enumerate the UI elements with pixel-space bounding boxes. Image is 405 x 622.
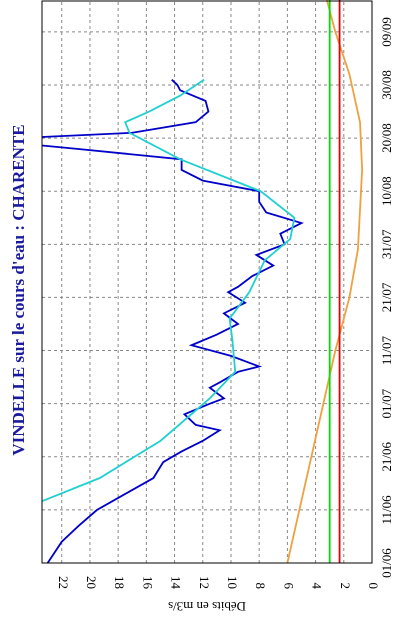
y-tick-label: 12	[197, 576, 212, 589]
x-tick-label: 31/07	[379, 229, 394, 259]
y-tick-label: 0	[366, 583, 381, 590]
y-tick-label: 22	[56, 576, 71, 589]
plot-lines	[42, 0, 364, 563]
x-tick-label: 09/09	[379, 17, 394, 47]
x-tick-label: 10/08	[379, 176, 394, 206]
x-tick-label: 21/06	[379, 441, 394, 471]
x-tick-label: 11/06	[379, 495, 394, 525]
y-tick-label: 18	[112, 576, 127, 589]
plot-frame	[41, 0, 373, 564]
x-tick-label: 30/08	[379, 70, 394, 100]
series-line	[42, 79, 304, 563]
series-line	[286, 0, 364, 563]
y-tick-label: 10	[225, 576, 240, 589]
x-tick-label: 01/07	[379, 388, 394, 418]
y-tick-label: 20	[84, 576, 99, 589]
grid	[42, 0, 373, 564]
y-tick-label: 2	[338, 583, 353, 590]
series-line	[42, 78, 296, 506]
y-tick-label: 4	[310, 583, 325, 590]
y-tick-label: 6	[281, 583, 296, 590]
y-tick-label: 14	[169, 576, 184, 590]
y-tick-label: 16	[140, 576, 155, 590]
x-tick-label: 21/07	[379, 282, 394, 312]
x-tick-label: 11/07	[379, 335, 394, 365]
y-tick-label: 8	[253, 583, 268, 590]
x-tick-label: 20/08	[379, 123, 394, 153]
chart-title: VINDELLE sur le cours d'eau : CHARENTE	[9, 124, 28, 455]
y-axis-label: Débits en m3/s	[168, 599, 246, 614]
x-tick-label: 01/06	[379, 548, 394, 578]
